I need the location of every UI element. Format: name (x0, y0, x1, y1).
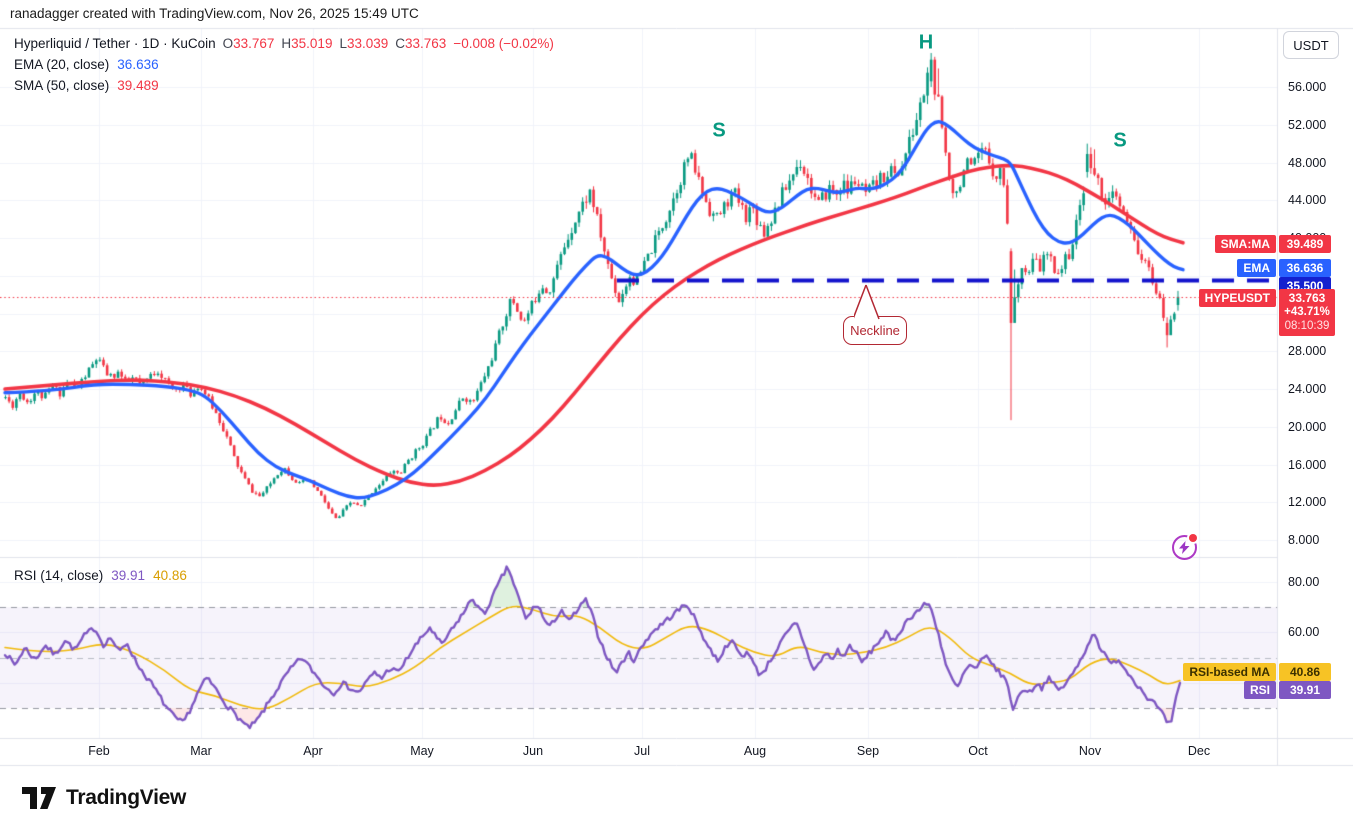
last-price: 33.763 (1288, 291, 1326, 305)
month-label[interactable]: Nov (1078, 744, 1102, 758)
price-tick-label: 52.000 (1288, 117, 1327, 132)
price-tick-label: 56.000 (1288, 80, 1327, 94)
sma-label: SMA (50, close) (14, 78, 110, 93)
tradingview-logo-text: TradingView (66, 786, 187, 809)
pattern-label-s: S (712, 119, 726, 142)
rsi-ma-axis-flag: RSI-based MA (1183, 663, 1276, 681)
ohlc-key: L (339, 36, 347, 51)
tradingview-logo[interactable]: TradingView (22, 786, 186, 810)
ohlc-value: 33.039 (346, 36, 389, 51)
price-tick-label: 20.000 (1288, 419, 1327, 434)
change-percent: +43.71% (1284, 306, 1330, 318)
month-label[interactable]: Mar (190, 744, 212, 758)
rsi-label: RSI (14, close) (14, 568, 104, 583)
rsi-ma-axis-value: 40.86 (1279, 663, 1331, 681)
notification-dot (1189, 534, 1197, 542)
month-label[interactable]: Aug (743, 744, 767, 758)
rsi-tick-label: 60.00 (1288, 625, 1320, 640)
tradingview-logo-icon (22, 787, 56, 809)
ema-axis-flag: EMA (1237, 259, 1276, 277)
month-label[interactable]: Sep (856, 744, 880, 758)
month-label[interactable]: Oct (968, 744, 988, 758)
ohlc-values: O33.767 H35.019 L33.039 C33.763 (216, 36, 447, 51)
ema-label: EMA (20, close) (14, 57, 110, 72)
symbol-axis-value: 33.763 +43.71% 08:10:39 (1279, 289, 1335, 336)
sma-legend-row[interactable]: SMA (50, close) 39.489 (14, 75, 554, 96)
ohlc-value: 33.763 (405, 36, 447, 51)
price-tick-label: 12.000 (1288, 495, 1327, 510)
month-label[interactable]: May (410, 744, 434, 758)
rsi-axis-flag: RSI (1243, 681, 1276, 699)
attribution-text: ranadagger created with TradingView.com,… (10, 6, 419, 21)
sma-value: 39.489 (117, 78, 159, 93)
ema-value: 36.636 (117, 57, 159, 72)
price-tick-label: 8.000 (1288, 533, 1320, 547)
price-tick-label: 44.000 (1288, 193, 1327, 208)
price-tick-label: 16.000 (1288, 457, 1327, 472)
pattern-label-s: S (1113, 129, 1127, 152)
month-label[interactable]: Apr (303, 744, 323, 758)
symbol-legend-row[interactable]: Hyperliquid / Tether · 1D · KuCoin O33.76… (14, 33, 554, 54)
ema-axis-value: 36.636 (1279, 259, 1331, 277)
neckline-label: Neckline (843, 316, 907, 345)
rsi-axis-value: 39.91 (1279, 681, 1331, 699)
month-label[interactable]: Feb (88, 744, 110, 758)
rsi-ma-value: 40.86 (153, 568, 187, 583)
ohlc-value: 33.767 (233, 36, 275, 51)
month-label[interactable]: Dec (1187, 744, 1211, 758)
change-value: −0.008 (−0.02%) (453, 36, 554, 51)
ohlc-key: C (395, 36, 406, 51)
price-tick-label: 48.000 (1288, 155, 1327, 170)
currency-toggle-button[interactable]: USDT (1283, 31, 1339, 59)
ema-legend-row[interactable]: EMA (20, close) 36.636 (14, 54, 554, 75)
month-label[interactable]: Jul (634, 744, 650, 758)
sma-axis-value: 39.489 (1279, 235, 1331, 253)
symbol-title[interactable]: Hyperliquid / Tether · 1D · KuCoin (14, 36, 216, 51)
pattern-label-h: H (918, 31, 934, 54)
rsi-tick-label: 80.00 (1288, 575, 1320, 589)
ohlc-key: O (222, 36, 234, 51)
price-tick-label: 24.000 (1288, 382, 1327, 396)
symbol-axis-flag: HYPEUSDT (1198, 289, 1276, 307)
chart-legend: Hyperliquid / Tether · 1D · KuCoin O33.76… (14, 33, 554, 96)
bar-countdown: 08:10:39 (1284, 320, 1330, 332)
sma-axis-flag: SMA:MA (1214, 235, 1276, 253)
month-label[interactable]: Jun (522, 744, 544, 758)
neckline-callout[interactable]: Neckline (840, 282, 930, 352)
ohlc-value: 35.019 (291, 36, 333, 51)
rsi-value: 39.91 (111, 568, 146, 583)
lightning-bolt-icon (1179, 541, 1190, 554)
rsi-legend[interactable]: RSI (14, close) 39.91 40.86 (14, 565, 187, 586)
callout-tail (854, 284, 880, 320)
lightning-icon[interactable] (1172, 534, 1197, 560)
ohlc-key: H (281, 36, 292, 51)
price-tick-label: 28.000 (1288, 344, 1327, 359)
